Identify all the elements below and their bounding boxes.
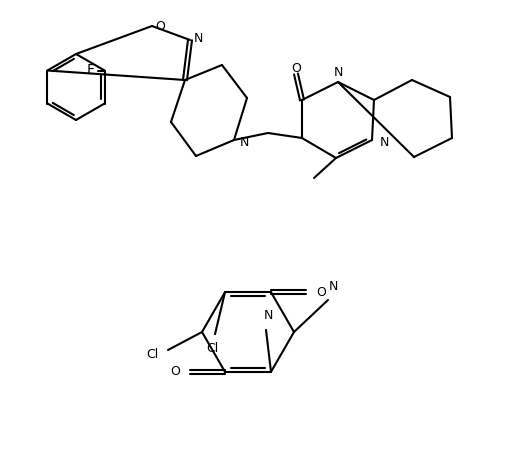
Text: F: F xyxy=(87,64,95,78)
Text: N: N xyxy=(239,135,249,148)
Text: N: N xyxy=(328,281,338,293)
Text: O: O xyxy=(291,61,301,74)
Text: N: N xyxy=(193,31,203,44)
Text: O: O xyxy=(155,20,165,33)
Text: N: N xyxy=(379,137,389,149)
Text: O: O xyxy=(170,365,180,378)
Text: N: N xyxy=(333,65,342,79)
Text: N: N xyxy=(263,309,273,322)
Text: Cl: Cl xyxy=(206,342,218,355)
Text: O: O xyxy=(316,286,326,299)
Text: Cl: Cl xyxy=(146,349,158,361)
